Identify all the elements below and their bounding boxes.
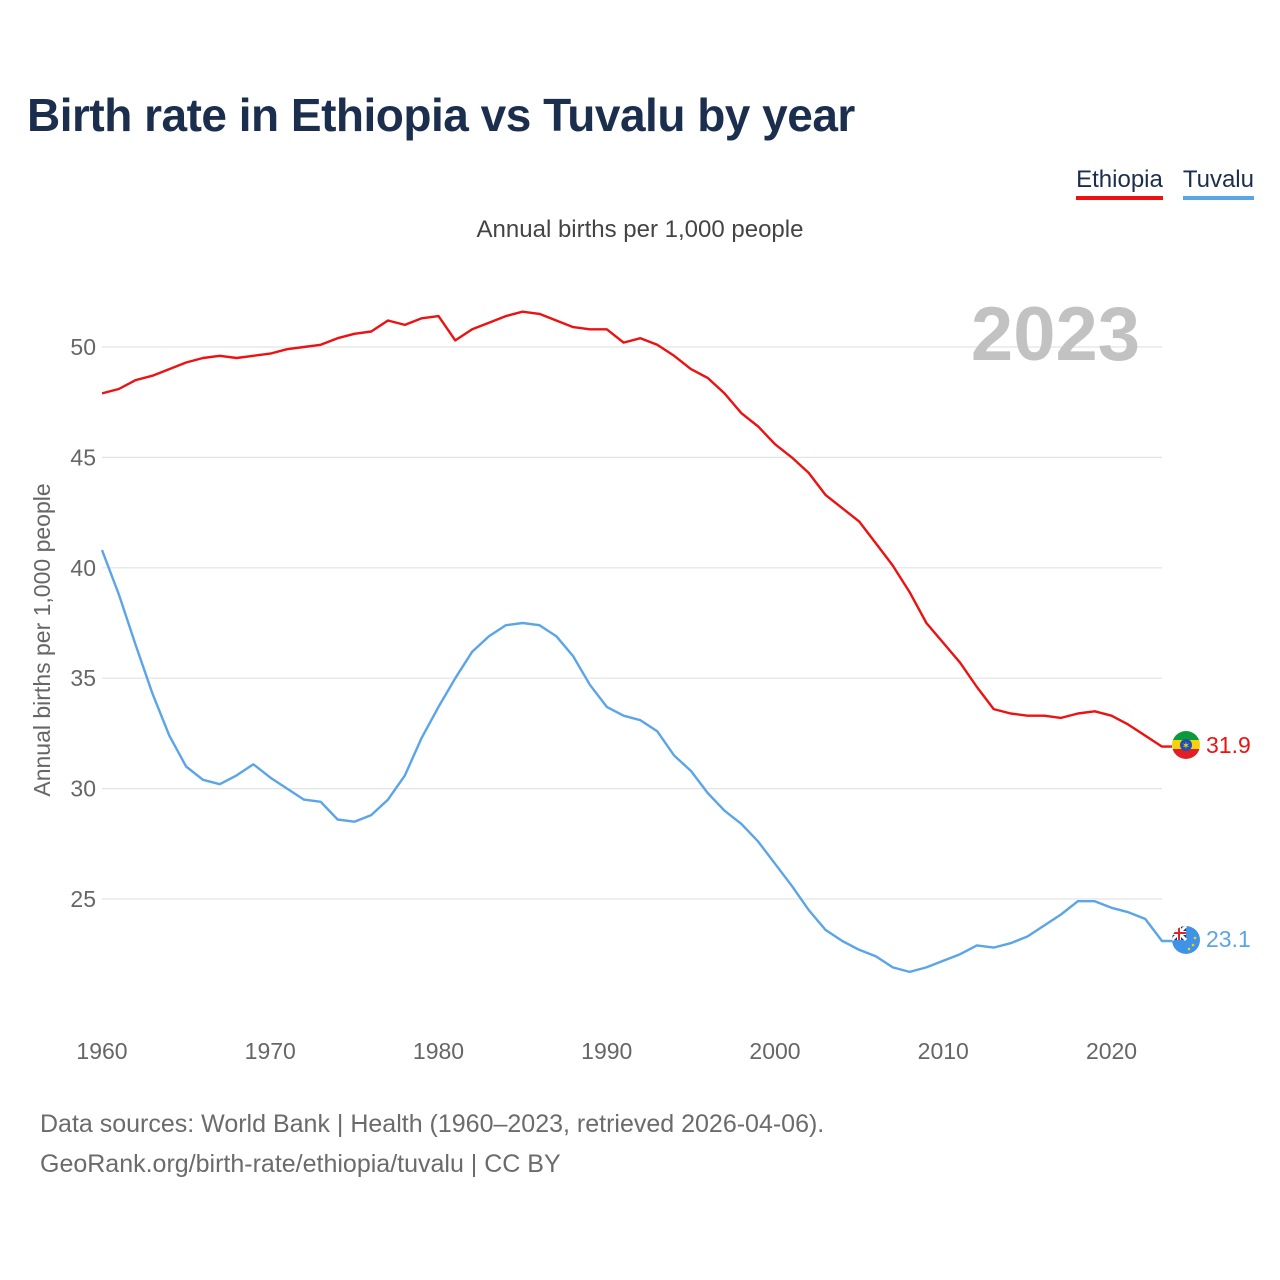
y-tick-label: 40	[70, 555, 96, 581]
x-tick-label: 2020	[1086, 1038, 1137, 1064]
y-tick-label: 25	[70, 886, 96, 912]
x-tick-label: 1970	[245, 1038, 296, 1064]
legend-item-ethiopia[interactable]: Ethiopia	[1076, 166, 1163, 200]
y-tick-label: 45	[70, 444, 96, 470]
chart-subtitle: Annual births per 1,000 people	[476, 216, 804, 243]
tuvalu-end-label: 23.1	[1206, 926, 1251, 952]
footer: Data sources: World Bank | Health (1960–…	[40, 1104, 824, 1184]
ethiopia-end-label: 31.9	[1206, 732, 1251, 758]
y-tick-label: 35	[70, 665, 96, 691]
x-tick-label: 1980	[413, 1038, 464, 1064]
y-tick-label: 50	[70, 334, 96, 360]
series-line-tuvalu[interactable]	[100, 549, 1172, 974]
footer-source: Data sources: World Bank | Health (1960–…	[40, 1110, 825, 1138]
chart-title: Birth rate in Ethiopia vs Tuvalu by year	[27, 89, 855, 141]
footer-link[interactable]: GeoRank.org/birth-rate/ethiopia/tuvalu |…	[40, 1150, 561, 1178]
x-tick-label: 1960	[76, 1038, 127, 1064]
year-label: 2023	[971, 292, 1140, 377]
series-line-ethiopia[interactable]	[101, 310, 1172, 748]
line-chart: 2023 25 30 35 40 45 50 1960 1970 1980 1990 2000 201…	[29, 292, 1251, 1064]
x-tick-label: 1990	[581, 1038, 632, 1064]
legend: Ethiopia Tuvalu	[1076, 166, 1254, 200]
ethiopia-flag-icon: ✶	[1172, 731, 1200, 759]
tuvalu-flag-icon	[1172, 926, 1200, 954]
y-tick-label: 30	[70, 776, 96, 802]
svg-text:✶: ✶	[1182, 741, 1190, 752]
x-tick-label: 2010	[918, 1038, 969, 1064]
y-axis-title: Annual births per 1,000 people	[29, 483, 55, 796]
x-tick-label: 2000	[749, 1038, 800, 1064]
legend-item-tuvalu[interactable]: Tuvalu	[1182, 166, 1254, 200]
